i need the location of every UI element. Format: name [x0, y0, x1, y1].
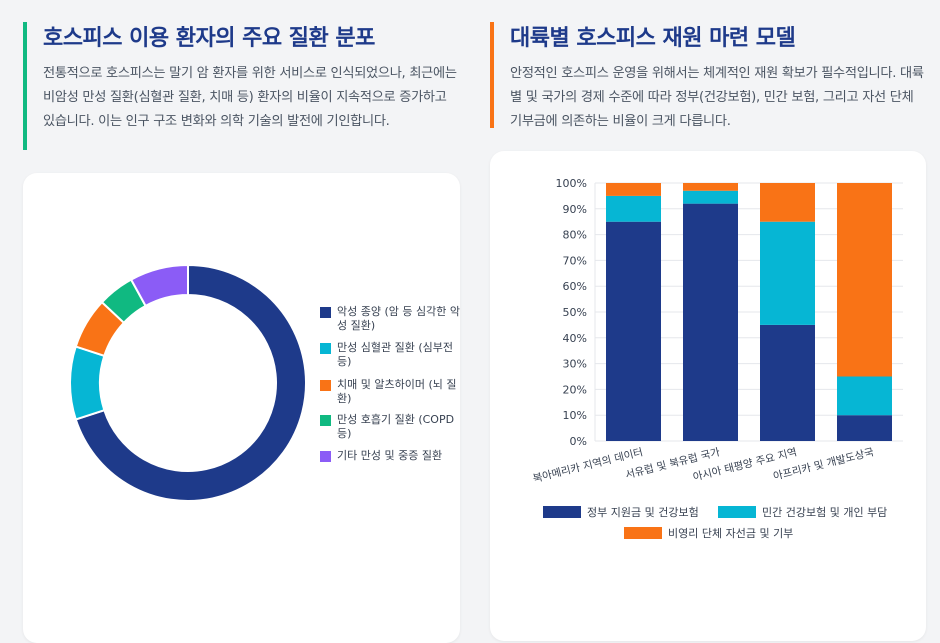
- left-description: 전통적으로 호스피스는 말기 암 환자를 위한 서비스로 인식되었으나, 최근에…: [43, 66, 457, 129]
- bar-segment[interactable]: [760, 324, 815, 441]
- legend-swatch: [320, 307, 331, 318]
- y-tick-label: 100%: [556, 177, 587, 190]
- legend-label: 치매 및 알츠하이머 (뇌 질환): [337, 378, 457, 405]
- bar-segment[interactable]: [683, 190, 738, 204]
- legend-swatch: [320, 415, 331, 426]
- right-column: 대륙별 호스피스 재원 마련 모델 안정적인 호스피스 운영을 위해서는 체계적…: [490, 0, 926, 641]
- legend-item[interactable]: 만성 호흡기 질환 (COPD 등): [320, 413, 460, 441]
- legend-label[interactable]: 비영리 단체 자선금 및 기부: [668, 527, 793, 540]
- right-header: 대륙별 호스피스 재원 마련 모델 안정적인 호스피스 운영을 위해서는 체계적…: [490, 22, 926, 129]
- doughnut-slice[interactable]: [74, 263, 307, 502]
- legend-swatch: [320, 380, 331, 391]
- legend-label: 만성 심혈관 질환 (심부전 등): [337, 341, 453, 368]
- legend-label: 만성 호흡기 질환 (COPD 등): [337, 413, 455, 440]
- legend-swatch: [543, 506, 581, 518]
- y-tick-label: 50%: [563, 306, 587, 319]
- y-tick-label: 80%: [563, 229, 587, 242]
- bar-segment[interactable]: [606, 183, 661, 196]
- left-column: 호스피스 이용 환자의 주요 질환 분포 전통적으로 호스피스는 말기 암 환자…: [23, 0, 460, 643]
- stacked-bar-chart: 0%10%20%30%40%50%60%70%80%90%100%북아메리카 지…: [532, 177, 903, 540]
- legend-item[interactable]: 치매 및 알츠하이머 (뇌 질환): [320, 378, 460, 406]
- legend-label: 악성 종양 (암 등 심각한 악성 질환): [337, 305, 460, 332]
- legend-label[interactable]: 정부 지원금 및 건강보험: [587, 506, 699, 519]
- y-tick-label: 70%: [563, 254, 587, 267]
- y-tick-label: 10%: [563, 409, 587, 422]
- bar-segment[interactable]: [606, 221, 661, 441]
- y-tick-label: 60%: [563, 280, 587, 293]
- bar-segment[interactable]: [606, 195, 661, 222]
- bar-segment[interactable]: [760, 221, 815, 325]
- doughnut-slice[interactable]: [129, 263, 189, 308]
- legend-swatch: [320, 451, 331, 462]
- legend-label[interactable]: 민간 건강보험 및 개인 부담: [762, 506, 887, 519]
- doughnut-chart: [69, 263, 307, 502]
- bar-segment[interactable]: [837, 376, 892, 416]
- y-tick-label: 40%: [563, 332, 587, 345]
- legend-item[interactable]: 기타 만성 및 중증 질환: [320, 449, 460, 463]
- doughnut-chart-card: 악성 종양 (암 등 심각한 악성 질환) 만성 심혈관 질환 (심부전 등) 치매…: [23, 173, 460, 643]
- bar-segment[interactable]: [837, 183, 892, 377]
- legend-swatch: [320, 343, 331, 354]
- left-title: 호스피스 이용 환자의 주요 질환 분포: [43, 26, 375, 51]
- bar-segment[interactable]: [683, 183, 738, 191]
- bar-segment[interactable]: [760, 183, 815, 222]
- doughnut-slice[interactable]: [69, 345, 106, 421]
- bar-segment[interactable]: [683, 203, 738, 441]
- stacked-bar-chart-card: 0% 10% 20% 30% 40% 50% 60% 70% 80% 90% 100% 북아메리카 지…: [490, 151, 926, 641]
- bar-segment[interactable]: [837, 415, 892, 441]
- legend-item[interactable]: 만성 심혈관 질환 (심부전 등): [320, 341, 460, 369]
- right-description: 안정적인 호스피스 운영을 위해서는 체계적인 재원 확보가 필수적입니다. 대…: [510, 66, 924, 129]
- y-tick-label: 30%: [563, 358, 587, 371]
- legend-item[interactable]: 악성 종양 (암 등 심각한 악성 질환): [320, 305, 460, 333]
- y-tick-label: 0%: [570, 435, 587, 448]
- legend-label: 기타 만성 및 중증 질환: [337, 449, 443, 462]
- y-tick-label: 20%: [563, 383, 587, 396]
- legend-swatch: [718, 506, 756, 518]
- legend-swatch: [624, 527, 662, 539]
- right-title: 대륙별 호스피스 재원 마련 모델: [510, 26, 796, 51]
- y-tick-label: 90%: [563, 203, 587, 216]
- left-header: 호스피스 이용 환자의 주요 질환 분포 전통적으로 호스피스는 말기 암 환자…: [23, 22, 460, 150]
